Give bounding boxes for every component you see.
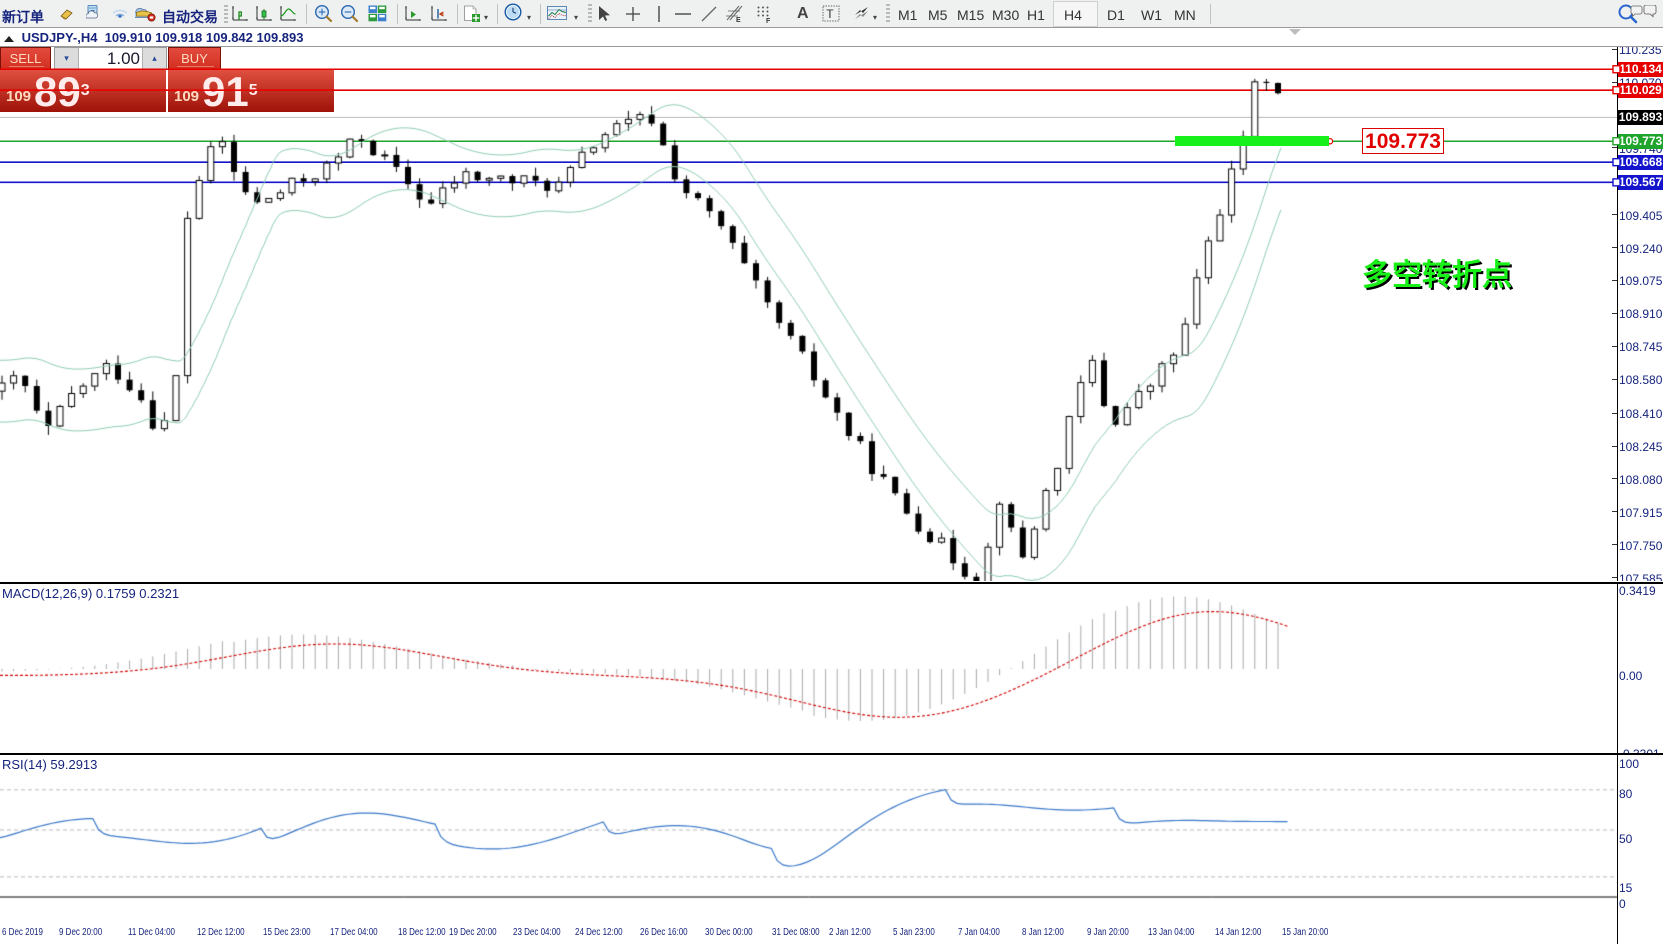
svg-text:T: T (826, 7, 834, 21)
svg-text:E: E (736, 17, 741, 23)
svg-text:F: F (766, 18, 771, 24)
